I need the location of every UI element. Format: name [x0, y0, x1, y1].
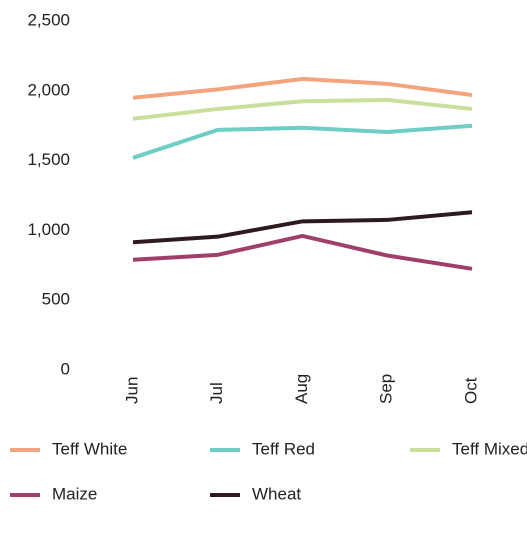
- legend-label: Wheat: [252, 484, 301, 503]
- series-line: [132, 210, 473, 245]
- x-tick-label: Aug: [292, 374, 311, 404]
- y-tick-label: 2,500: [27, 10, 70, 29]
- legend-label: Teff White: [52, 439, 127, 458]
- series-line: [132, 123, 473, 160]
- series-line: [132, 97, 473, 121]
- y-tick-label: 1,500: [27, 150, 70, 169]
- y-tick-label: 0: [61, 359, 70, 378]
- legend-label: Teff Red: [252, 439, 315, 458]
- x-tick-label: Jun: [122, 377, 141, 404]
- legend-label: Teff Mixed: [452, 439, 527, 458]
- y-tick-label: 1,000: [27, 220, 70, 239]
- y-tick-label: 2,000: [27, 80, 70, 99]
- x-tick-label: Oct: [461, 377, 480, 404]
- series-line: [132, 233, 473, 271]
- series-line: [132, 76, 473, 100]
- y-tick-label: 500: [42, 290, 70, 309]
- x-tick-label: Jul: [207, 382, 226, 404]
- legend-label: Maize: [52, 484, 97, 503]
- x-tick-label: Sep: [377, 374, 396, 404]
